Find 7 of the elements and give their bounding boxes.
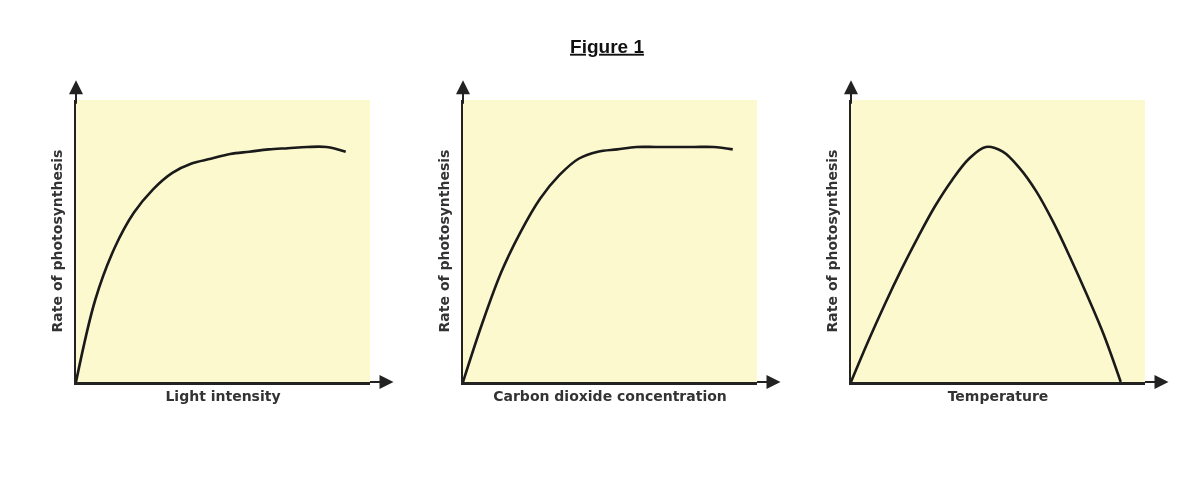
- y-axis-title: Rate of photosynthesis: [823, 149, 840, 333]
- chart-title: Figure 1: [570, 35, 645, 57]
- y-axis-title: Rate of photosynthesis: [48, 149, 65, 333]
- x-axis-title: Carbon dioxide concentration: [493, 388, 727, 405]
- y-axis-title: Rate of photosynthesis: [435, 149, 452, 333]
- x-axis-title: Light intensity: [165, 388, 281, 405]
- x-axis-title: Temperature: [947, 388, 1049, 405]
